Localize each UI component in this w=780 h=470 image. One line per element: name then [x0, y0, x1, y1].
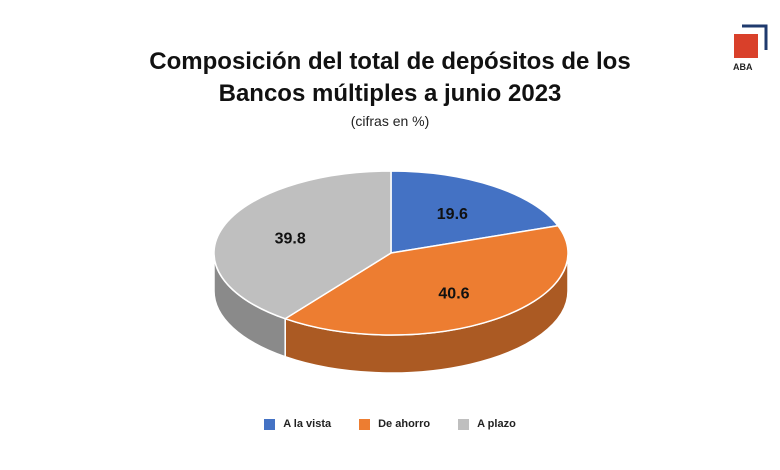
- legend-label-2: A plazo: [477, 418, 516, 430]
- chart-subtitle: (cifras en %): [350, 113, 430, 129]
- legend-item-0: A la vista: [264, 418, 331, 430]
- chart-legend: A la vista De ahorro A plazo: [0, 418, 780, 430]
- logo-frame: [742, 24, 768, 50]
- data-label-0: 19.6: [437, 206, 468, 223]
- pie-slice-1: [283, 224, 569, 336]
- logo-square: [734, 34, 758, 58]
- data-label-2: 39.8: [275, 231, 306, 248]
- pie-slice-2: [213, 170, 392, 320]
- pie-labels: 19.6 40.6 39.8: [275, 206, 470, 303]
- legend-label-0: A la vista: [283, 418, 332, 430]
- legend-swatch-0: [264, 418, 276, 430]
- data-label-1: 40.6: [438, 286, 469, 303]
- legend-item-1: De ahorro: [359, 418, 430, 430]
- pie-tops: [213, 170, 569, 336]
- legend-swatch-2: [458, 418, 470, 430]
- legend-item-2: A plazo: [458, 418, 516, 430]
- aba-logo-icon: [734, 24, 768, 58]
- chart-title-line-2: Bancos múltiples a junio 2023: [218, 80, 562, 107]
- logo-text: ABA: [733, 62, 753, 72]
- chart-title: Composición del total de depósitos de lo…: [90, 46, 690, 110]
- legend-label-1: De ahorro: [378, 418, 431, 430]
- legend-swatch-1: [359, 418, 371, 430]
- chart-title-line-1: Composición del total de depósitos de lo…: [149, 48, 631, 75]
